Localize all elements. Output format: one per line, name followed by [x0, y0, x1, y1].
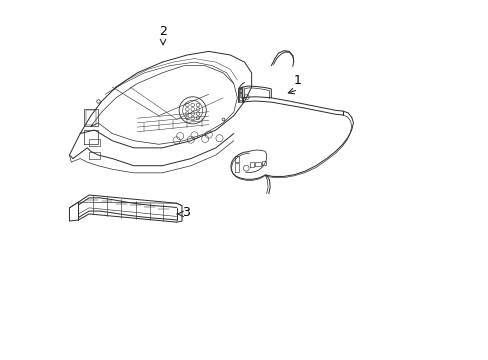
- Text: 1: 1: [294, 74, 302, 87]
- Text: 2: 2: [159, 25, 166, 38]
- Text: 3: 3: [181, 206, 189, 219]
